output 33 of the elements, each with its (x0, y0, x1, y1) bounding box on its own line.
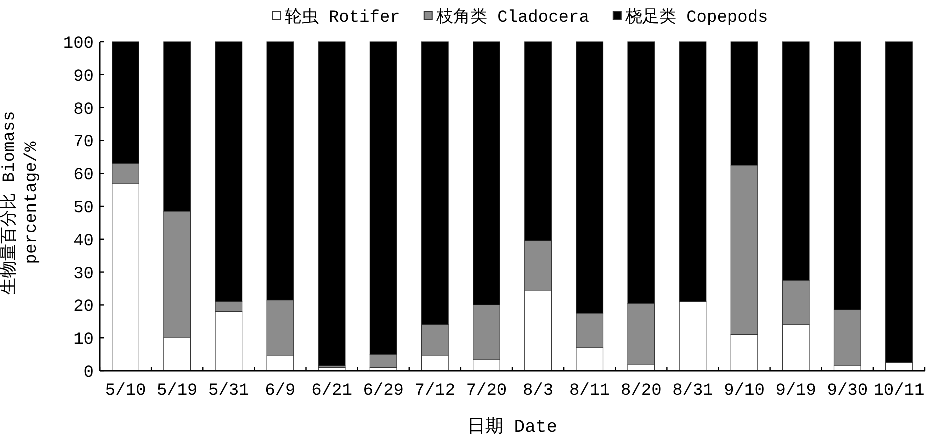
legend-label: 枝角类 Cladocera (435, 8, 590, 28)
legend-label: 轮虫 Rotifer (284, 8, 400, 28)
x-tick-label: 7/12 (414, 382, 456, 401)
x-tick-label: 6/29 (363, 382, 404, 401)
y-tick-label: 60 (74, 166, 94, 186)
x-tick-label: 9/19 (776, 382, 816, 401)
x-tick-label: 5/10 (105, 382, 146, 401)
x-tick-label: 10/11 (874, 382, 925, 401)
y-tick-label: 40 (74, 232, 94, 252)
y-tick-label: 100 (63, 35, 94, 54)
x-tick-label: 5/31 (208, 382, 250, 401)
y-tick-label: 0 (84, 364, 94, 383)
x-tick-label: 8/20 (621, 382, 662, 401)
y-tick-label: 10 (74, 331, 94, 350)
x-axis-title: 日期 Date (467, 417, 558, 438)
legend-label: 桡足类 Copepods (624, 8, 768, 28)
y-tick-label: 80 (74, 100, 94, 120)
y-axis-title: 生物量百分比 Biomass percentage/% (0, 110, 43, 297)
x-tick-label: 7/20 (466, 382, 508, 401)
x-tick-label: 6/21 (312, 382, 352, 401)
x-tick-label: 9/30 (827, 382, 868, 401)
bar (318, 42, 346, 366)
y-tick-label: 70 (74, 134, 94, 153)
x-tick-label: 6/9 (265, 382, 296, 401)
y-tick-label: 30 (74, 265, 94, 284)
y-tick-label: 20 (74, 298, 94, 318)
y-tick-label: 50 (74, 200, 94, 218)
x-tick-label: 8/11 (569, 382, 610, 401)
x-tick-label: 9/10 (724, 382, 765, 401)
x-tick-label: 8/3 (522, 382, 554, 401)
x-tick-label: 8/31 (672, 382, 714, 401)
y-tick-label: 90 (74, 68, 94, 87)
x-tick-label: 5/19 (156, 382, 198, 401)
